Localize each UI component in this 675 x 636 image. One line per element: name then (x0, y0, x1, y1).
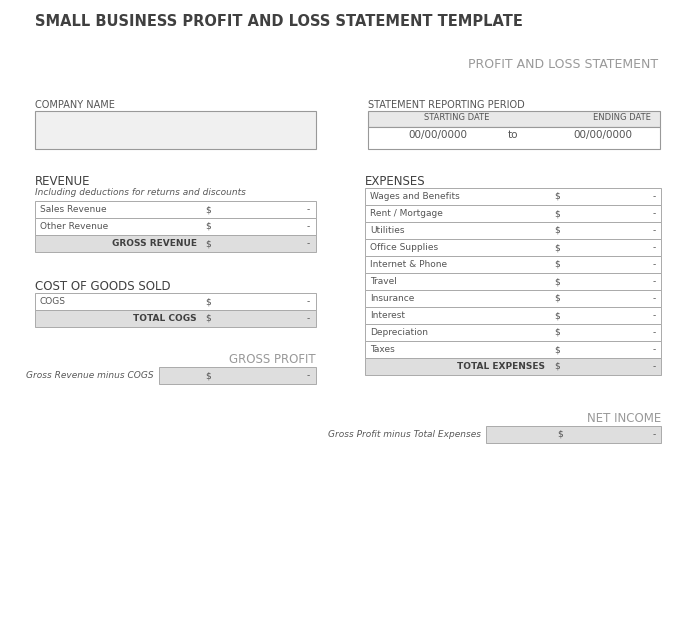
Bar (365, 256, 662, 273)
Text: ENDING DATE: ENDING DATE (593, 113, 651, 122)
Text: $: $ (554, 243, 560, 252)
Bar (365, 341, 662, 358)
Text: Other Revenue: Other Revenue (40, 222, 108, 231)
Text: -: - (652, 345, 655, 354)
Text: Depreciation: Depreciation (370, 328, 428, 337)
Text: STATEMENT REPORTING PERIOD: STATEMENT REPORTING PERIOD (368, 100, 525, 110)
Text: -: - (652, 328, 655, 337)
Text: -: - (652, 192, 655, 201)
Text: $: $ (554, 277, 560, 286)
Text: -: - (652, 430, 655, 439)
Bar (365, 324, 662, 341)
Text: TOTAL COGS: TOTAL COGS (133, 314, 196, 323)
Text: Sales Revenue: Sales Revenue (40, 205, 107, 214)
Text: -: - (306, 239, 310, 248)
Bar (365, 290, 662, 307)
Bar (365, 222, 662, 239)
Text: COGS: COGS (40, 297, 66, 306)
Text: $: $ (554, 345, 560, 354)
Bar (368, 111, 660, 127)
Text: Office Supplies: Office Supplies (370, 243, 438, 252)
Text: -: - (652, 260, 655, 269)
Text: Interest: Interest (370, 311, 405, 320)
Text: -: - (652, 243, 655, 252)
Text: $: $ (554, 328, 560, 337)
Bar (159, 367, 316, 384)
Text: STARTING DATE: STARTING DATE (425, 113, 490, 122)
Bar (35, 218, 316, 235)
Text: Insurance: Insurance (370, 294, 414, 303)
Bar (365, 307, 662, 324)
Text: GROSS PROFIT: GROSS PROFIT (230, 353, 316, 366)
Text: Including deductions for returns and discounts: Including deductions for returns and dis… (35, 188, 246, 197)
Text: -: - (306, 205, 310, 214)
Text: Gross Profit minus Total Expenses: Gross Profit minus Total Expenses (328, 430, 481, 439)
Text: $: $ (554, 294, 560, 303)
Text: $: $ (554, 311, 560, 320)
Text: $: $ (554, 192, 560, 201)
Text: -: - (306, 371, 310, 380)
Text: Internet & Phone: Internet & Phone (370, 260, 447, 269)
Text: REVENUE: REVENUE (35, 175, 90, 188)
Text: EXPENSES: EXPENSES (365, 175, 426, 188)
Text: $: $ (557, 430, 563, 439)
Bar (35, 111, 316, 149)
Text: SMALL BUSINESS PROFIT AND LOSS STATEMENT TEMPLATE: SMALL BUSINESS PROFIT AND LOSS STATEMENT… (35, 14, 523, 29)
Bar (35, 293, 316, 310)
Text: PROFIT AND LOSS STATEMENT: PROFIT AND LOSS STATEMENT (468, 58, 659, 71)
Text: 00/00/0000: 00/00/0000 (573, 130, 632, 140)
Text: Wages and Benefits: Wages and Benefits (370, 192, 460, 201)
Text: $: $ (205, 371, 211, 380)
Text: COST OF GOODS SOLD: COST OF GOODS SOLD (35, 280, 171, 293)
Text: -: - (652, 294, 655, 303)
Text: -: - (652, 362, 655, 371)
Text: GROSS REVENUE: GROSS REVENUE (111, 239, 196, 248)
Text: $: $ (205, 239, 211, 248)
Text: -: - (652, 209, 655, 218)
Text: 00/00/0000: 00/00/0000 (408, 130, 467, 140)
Text: $: $ (554, 226, 560, 235)
Text: -: - (306, 314, 310, 323)
Text: Travel: Travel (370, 277, 397, 286)
Text: Rent / Mortgage: Rent / Mortgage (370, 209, 443, 218)
Text: -: - (652, 311, 655, 320)
Text: NET INCOME: NET INCOME (587, 412, 662, 425)
Text: -: - (306, 297, 310, 306)
Bar (365, 205, 662, 222)
Text: Taxes: Taxes (370, 345, 395, 354)
Bar (365, 239, 662, 256)
Bar (35, 310, 316, 327)
Text: -: - (652, 226, 655, 235)
Bar (368, 127, 660, 149)
Text: TOTAL EXPENSES: TOTAL EXPENSES (457, 362, 545, 371)
Text: $: $ (205, 205, 211, 214)
Bar (35, 235, 316, 252)
Text: to: to (508, 130, 518, 140)
Text: -: - (306, 222, 310, 231)
Text: Utilities: Utilities (370, 226, 404, 235)
Text: -: - (652, 277, 655, 286)
Text: $: $ (554, 362, 560, 371)
Text: $: $ (205, 222, 211, 231)
Text: COMPANY NAME: COMPANY NAME (35, 100, 115, 110)
Bar (365, 188, 662, 205)
Bar (365, 273, 662, 290)
Bar (365, 358, 662, 375)
Text: $: $ (205, 297, 211, 306)
Bar (486, 426, 662, 443)
Text: $: $ (554, 260, 560, 269)
Bar (35, 201, 316, 218)
Text: $: $ (554, 209, 560, 218)
Text: $: $ (205, 314, 211, 323)
Text: Gross Revenue minus COGS: Gross Revenue minus COGS (26, 371, 154, 380)
